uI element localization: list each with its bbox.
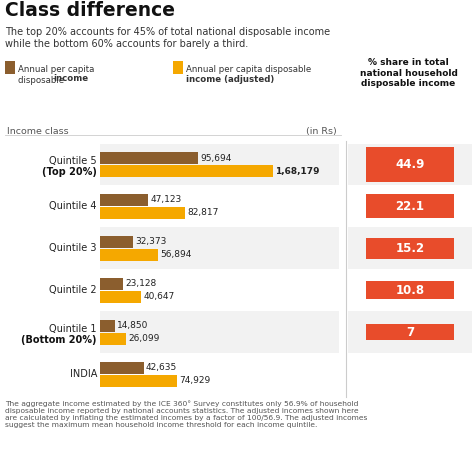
Bar bbox=[100, 207, 185, 219]
FancyBboxPatch shape bbox=[348, 311, 472, 353]
Text: Income class: Income class bbox=[7, 127, 69, 136]
Text: Annual per capita disposable: Annual per capita disposable bbox=[186, 65, 311, 84]
Text: Quintile 4: Quintile 4 bbox=[49, 202, 97, 211]
FancyBboxPatch shape bbox=[100, 228, 339, 269]
Text: 15.2: 15.2 bbox=[395, 242, 425, 255]
Text: (in Rs): (in Rs) bbox=[306, 127, 337, 136]
Text: Annual per capita
disposable: Annual per capita disposable bbox=[18, 65, 94, 84]
Bar bbox=[100, 194, 148, 206]
Text: 26,099: 26,099 bbox=[128, 335, 160, 343]
Text: Quintile 5: Quintile 5 bbox=[49, 156, 97, 166]
Bar bbox=[100, 278, 123, 290]
Bar bbox=[100, 249, 158, 261]
Bar bbox=[100, 291, 141, 303]
Text: 10.8: 10.8 bbox=[395, 284, 425, 297]
Text: (Top 20%): (Top 20%) bbox=[42, 167, 97, 177]
Bar bbox=[100, 165, 273, 177]
Text: The top 20% accounts for 45% of total national disposable income
while the botto: The top 20% accounts for 45% of total na… bbox=[5, 27, 330, 48]
Text: income (adjusted): income (adjusted) bbox=[186, 75, 274, 84]
Text: 14,850: 14,850 bbox=[117, 321, 148, 330]
Bar bbox=[100, 375, 177, 387]
FancyBboxPatch shape bbox=[348, 228, 472, 269]
FancyBboxPatch shape bbox=[100, 144, 339, 185]
Bar bbox=[100, 236, 133, 248]
Text: (Bottom 20%): (Bottom 20%) bbox=[21, 335, 97, 345]
Text: Quintile 1: Quintile 1 bbox=[49, 324, 97, 334]
FancyBboxPatch shape bbox=[365, 324, 455, 340]
Text: INDIA: INDIA bbox=[70, 369, 97, 379]
FancyBboxPatch shape bbox=[365, 194, 455, 219]
Text: 32,373: 32,373 bbox=[135, 238, 166, 247]
Text: Quintile 3: Quintile 3 bbox=[49, 243, 97, 253]
Text: 95,694: 95,694 bbox=[201, 154, 232, 163]
Text: 22.1: 22.1 bbox=[395, 200, 425, 213]
Text: 56,894: 56,894 bbox=[160, 251, 191, 260]
Bar bbox=[100, 152, 198, 164]
FancyBboxPatch shape bbox=[348, 144, 472, 185]
Text: 7: 7 bbox=[406, 326, 414, 339]
Text: 40,647: 40,647 bbox=[144, 292, 175, 301]
Text: Class difference: Class difference bbox=[5, 1, 175, 20]
FancyBboxPatch shape bbox=[365, 238, 455, 259]
FancyBboxPatch shape bbox=[365, 147, 455, 182]
Text: income: income bbox=[54, 74, 89, 83]
FancyBboxPatch shape bbox=[100, 311, 339, 353]
FancyBboxPatch shape bbox=[365, 282, 455, 299]
Text: 82,817: 82,817 bbox=[187, 208, 219, 217]
Text: Quintile 2: Quintile 2 bbox=[49, 286, 97, 295]
Text: 42,635: 42,635 bbox=[146, 363, 177, 372]
Text: % share in total
national household
disposable income: % share in total national household disp… bbox=[360, 58, 457, 88]
Bar bbox=[100, 333, 127, 345]
Text: 23,128: 23,128 bbox=[126, 279, 157, 288]
Text: 74,929: 74,929 bbox=[179, 376, 210, 385]
Text: 47,123: 47,123 bbox=[150, 195, 182, 204]
Text: 1,68,179: 1,68,179 bbox=[275, 167, 319, 176]
Bar bbox=[100, 362, 144, 374]
Text: 44.9: 44.9 bbox=[395, 158, 425, 171]
Bar bbox=[100, 320, 115, 332]
Text: The aggregate income estimated by the ICE 360° Survey constitutes only 56.9% of : The aggregate income estimated by the IC… bbox=[5, 401, 367, 428]
